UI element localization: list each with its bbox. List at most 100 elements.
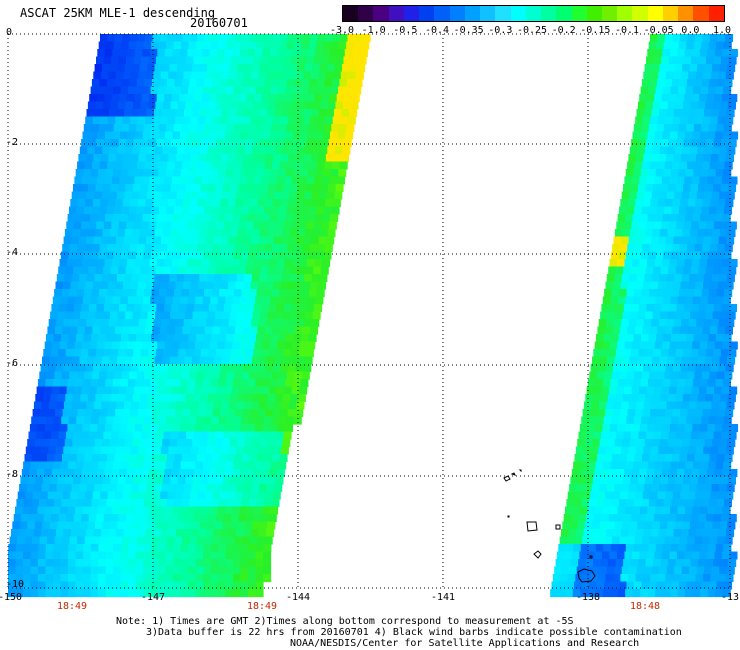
swath-cell [201, 514, 210, 523]
swath-cell [97, 296, 106, 305]
swath-cell [46, 334, 55, 343]
swath-cell [667, 521, 676, 530]
swath-cell [687, 326, 696, 335]
swath-cell [244, 356, 253, 365]
swath-cell [269, 341, 278, 350]
swath-cell [638, 266, 647, 275]
swath-cell [105, 379, 114, 388]
swath-cell [218, 589, 227, 598]
swath-cell [202, 379, 211, 388]
swath-cell [98, 566, 107, 575]
swath-cell [89, 176, 98, 185]
swath-cell [277, 296, 286, 305]
swath-cell [114, 326, 123, 335]
colorbar-swatch [343, 6, 359, 21]
swath-cell [613, 401, 622, 410]
swath-cell [160, 446, 169, 455]
swath-cell [241, 499, 250, 508]
swath-cell [95, 101, 104, 110]
swath-cell [225, 214, 234, 223]
swath-cell [50, 349, 59, 358]
swath-cell [224, 259, 233, 268]
swath-cell [325, 116, 334, 125]
swath-cell [642, 161, 651, 170]
swath-cell [706, 469, 715, 478]
swath-cell [587, 379, 596, 388]
swath-cell [285, 131, 294, 140]
swath-cell [98, 86, 107, 95]
swath-cell [124, 484, 133, 493]
swath-cell [611, 499, 620, 508]
swath-cell [129, 371, 138, 380]
swath-cell [300, 169, 309, 178]
swath-cell [245, 184, 254, 193]
swath-cell [702, 326, 711, 335]
swath-cell [197, 536, 206, 545]
swath-cell [104, 176, 113, 185]
swath-cell [238, 139, 247, 148]
swath-cell [165, 461, 174, 470]
swath-cell [629, 439, 638, 448]
swath-cell [136, 334, 145, 343]
swath-cell [112, 296, 121, 305]
swath-cell [640, 506, 649, 515]
swath-cell [98, 544, 107, 553]
swath-cell [627, 199, 636, 208]
swath-cell [188, 334, 197, 343]
swath-cell [79, 229, 88, 238]
swath-cell [22, 506, 31, 515]
swath-cell [230, 476, 239, 485]
swath-cell [713, 139, 722, 148]
swath-cell [665, 281, 674, 290]
swath-cell [256, 416, 265, 425]
swath-cell [59, 386, 68, 395]
swath-cell [592, 439, 601, 448]
swath-cell [248, 589, 257, 598]
swath-cell [233, 499, 242, 508]
swath-cell [199, 521, 208, 530]
swath-cell [319, 146, 328, 155]
swath-cell [300, 214, 309, 223]
swath-cell [720, 394, 729, 403]
swath-cell [195, 574, 204, 583]
swath-cell [665, 491, 674, 500]
swath-cell [33, 529, 42, 538]
swath-cell [729, 424, 738, 433]
swath-cell [263, 461, 272, 470]
swath-cell [37, 506, 46, 515]
swath-cell [149, 424, 158, 433]
swath-cell [185, 394, 194, 403]
swath-cell [218, 124, 227, 133]
swath-cell [698, 221, 707, 230]
swath-cell [146, 401, 155, 410]
swath-cell [228, 364, 237, 373]
swath-cell [640, 461, 649, 470]
swath-cell [719, 566, 728, 575]
swath-cell [723, 461, 732, 470]
swath-cell [197, 326, 206, 335]
swath-cell [220, 491, 229, 500]
swath-cell [184, 64, 193, 73]
swath-cell [156, 56, 165, 65]
swath-cell [158, 581, 167, 590]
swath-cell [94, 356, 103, 365]
swath-cell [270, 379, 279, 388]
swath-cell [208, 304, 217, 313]
swath-cell [44, 424, 53, 433]
swath-cell [190, 281, 199, 290]
swath-cell [135, 589, 144, 598]
swath-cell [565, 544, 574, 553]
swath-cell [577, 439, 586, 448]
swath-cell [670, 169, 679, 178]
swath-cell [137, 409, 146, 418]
swath-cell [290, 349, 299, 358]
swath-cell [716, 206, 725, 215]
swath-cell [273, 154, 282, 163]
swath-cell [250, 116, 259, 125]
colorbar-labels: -3.0 -1.0 -0.5 -0.4 -0.35 -0.3 -0.25 -0.2 -0.15-… [330, 25, 732, 37]
swath-cell [95, 476, 104, 485]
swath-cell [149, 176, 158, 185]
swath-cell [695, 574, 704, 583]
swath-cell [682, 439, 691, 448]
swath-cell [293, 124, 302, 133]
